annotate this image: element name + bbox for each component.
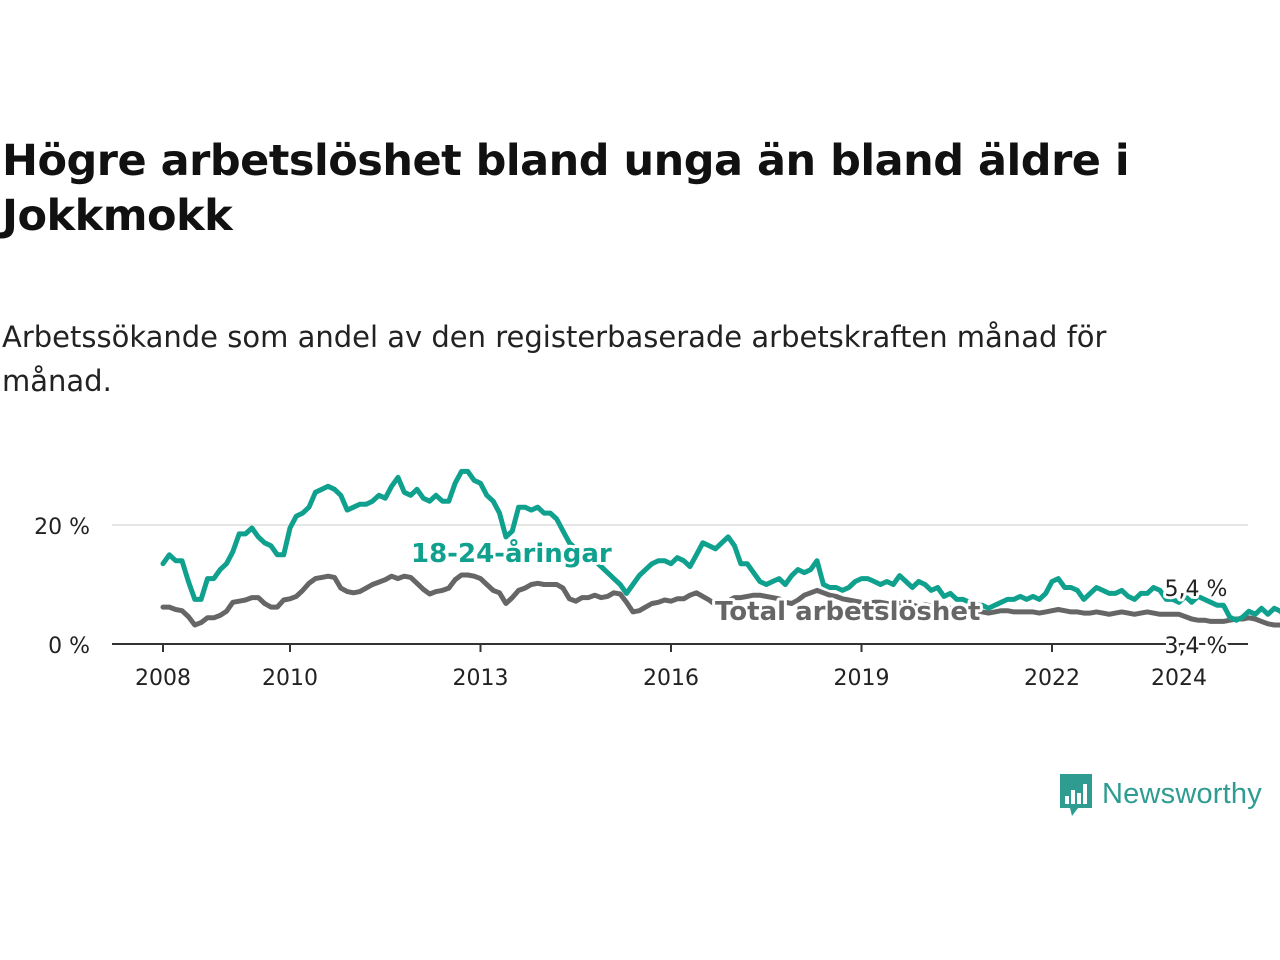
newsworthy-logo: Newsworthy xyxy=(1058,770,1262,818)
x-tick-label: 2019 xyxy=(834,666,890,691)
axis-layer: 0 % 20 % 2008 2010 2013 2016 2019 2022 2024 xyxy=(34,515,1248,691)
end-label-youth: 5,4 % xyxy=(1165,577,1228,602)
x-tick-label: 2016 xyxy=(643,666,699,691)
y-tick-label: 20 % xyxy=(34,515,90,540)
brand-name: Newsworthy xyxy=(1102,777,1262,810)
x-tick-label: 2022 xyxy=(1024,666,1080,691)
label-layer: 18-24-åringar Total arbetslöshet 5,4 % 3,4 … xyxy=(408,534,1230,662)
x-tick-label: 2010 xyxy=(262,666,318,691)
chart-title: Högre arbetslöshet bland unga än bland ä… xyxy=(2,136,1130,241)
series-label-youth: 18-24-åringar xyxy=(411,537,612,569)
x-tick-label: 2013 xyxy=(453,666,509,691)
x-tick-label: 2024 xyxy=(1151,666,1207,691)
line-chart: 0 % 20 % 2008 2010 2013 2016 2019 2022 2024 18-2… xyxy=(34,468,1280,691)
x-tick-label: 2008 xyxy=(135,666,191,691)
series-layer xyxy=(160,468,1280,628)
y-tick-label: 0 % xyxy=(48,634,90,659)
end-label-total: 3,4 % xyxy=(1165,634,1228,659)
series-line-youth xyxy=(160,468,1280,623)
chart-subtitle: Arbetssökande som andel av den registerb… xyxy=(2,320,1107,398)
series-line-total xyxy=(160,572,1280,628)
series-label-total: Total arbetslöshet xyxy=(715,597,980,627)
bar-chart-logo-icon xyxy=(1060,774,1092,816)
